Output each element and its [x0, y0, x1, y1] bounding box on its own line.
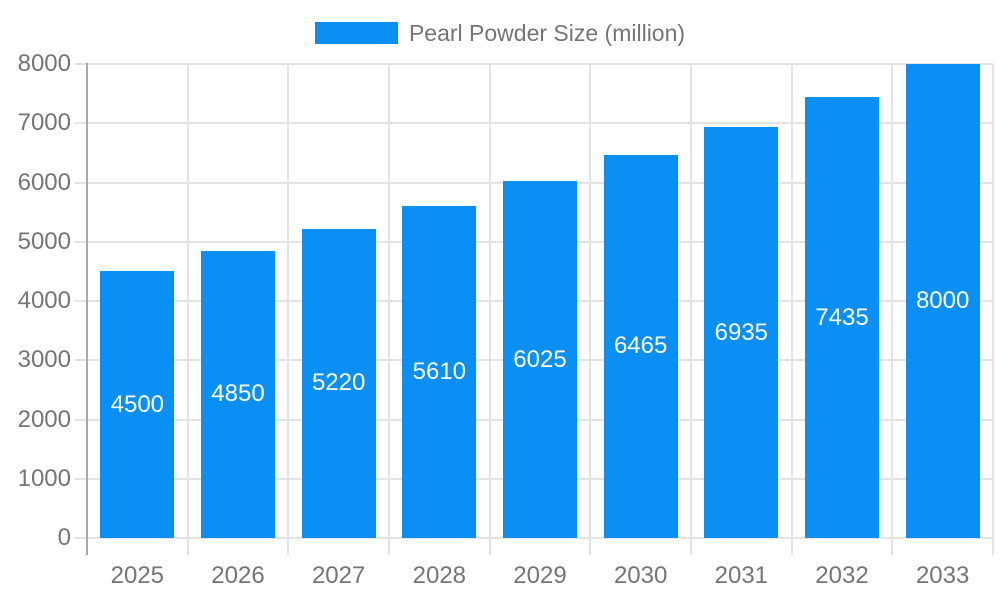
bar: 6025: [503, 181, 577, 538]
y-axis-tick-label: 8000: [17, 50, 71, 77]
bar: 6465: [603, 154, 678, 538]
y-gridline: [75, 537, 993, 539]
bar-value-label: 5610: [412, 357, 467, 385]
y-axis-line: [86, 63, 88, 555]
x-gridline: [992, 64, 994, 555]
bar: 6935: [704, 127, 779, 538]
y-axis-tick-label: 3000: [17, 346, 71, 374]
y-axis-tick-label: 4000: [17, 287, 71, 314]
x-axis-tick-label: 2029: [513, 562, 567, 589]
y-axis-tick-label: 6000: [17, 168, 71, 196]
y-gridline: [75, 63, 993, 65]
x-gridline: [388, 64, 390, 555]
bar-value-label: 8000: [915, 287, 970, 314]
x-gridline: [287, 64, 290, 555]
bar-value-label: 6025: [513, 345, 567, 373]
x-gridline: [891, 64, 894, 555]
y-axis-tick-label: 5000: [17, 227, 71, 255]
bar: 5610: [402, 205, 477, 538]
y-gridline: [75, 122, 993, 125]
bar-value-label: 4850: [211, 380, 265, 408]
x-axis-tick-label: 2025: [110, 562, 165, 589]
bar-value-label: 6465: [613, 332, 668, 360]
bar-value-label: 7435: [815, 303, 869, 331]
x-gridline: [790, 64, 793, 555]
y-axis-tick-label: 2000: [17, 405, 71, 433]
bar: 4500: [100, 271, 175, 538]
x-axis-tick-label: 2028: [412, 562, 467, 589]
y-axis-tick-label: 1000: [17, 464, 71, 492]
x-axis-tick-label: 2027: [311, 562, 366, 589]
bar-value-label: 4500: [110, 390, 165, 418]
legend-label: Pearl Powder Size (million): [408, 20, 686, 46]
bar: 8000: [905, 64, 980, 538]
x-gridline: [488, 64, 491, 555]
x-axis-tick-label: 2032: [815, 562, 869, 589]
x-axis-tick-label: 2031: [714, 562, 769, 589]
bar: 7435: [805, 97, 879, 538]
x-gridline: [186, 64, 189, 555]
y-axis-tick-label: 0: [57, 524, 71, 551]
bar-value-label: 6935: [714, 318, 769, 346]
x-gridline: [589, 64, 592, 555]
bar-value-label: 5220: [311, 369, 366, 397]
x-axis-tick-label: 2033: [915, 562, 970, 589]
legend-swatch: [314, 22, 398, 44]
bar: 5220: [301, 228, 376, 538]
x-axis-tick-label: 2026: [211, 562, 265, 589]
y-axis-tick-label: 7000: [17, 109, 71, 137]
legend: Pearl Powder Size (million): [0, 20, 1000, 46]
x-axis-tick-label: 2030: [613, 562, 668, 589]
x-gridline: [690, 64, 692, 555]
bar: 4850: [201, 250, 275, 538]
